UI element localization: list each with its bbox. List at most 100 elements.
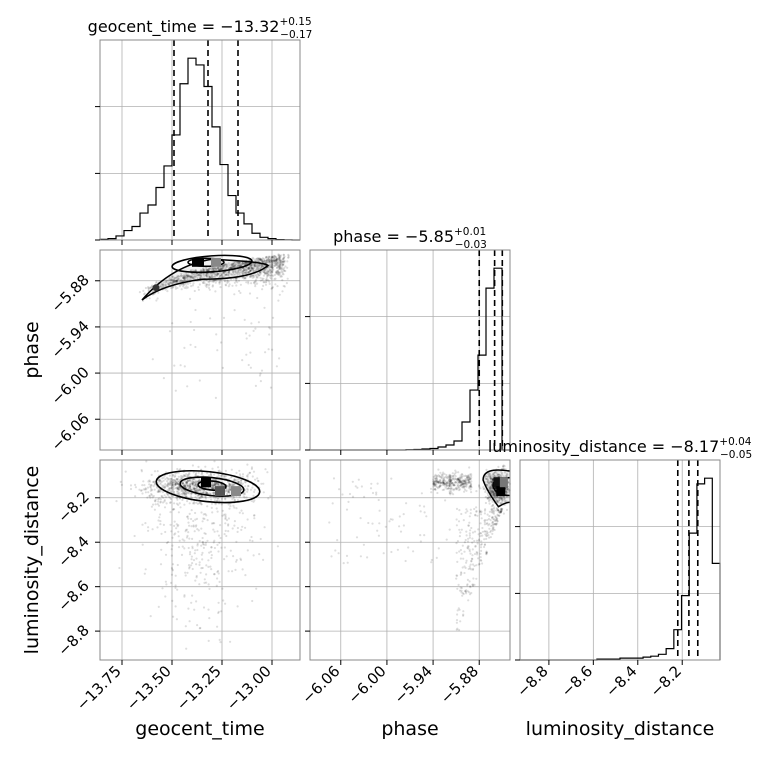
sample-point: [434, 485, 437, 488]
sample-point: [177, 478, 180, 481]
sample-point: [456, 609, 459, 612]
sample-point: [499, 511, 502, 514]
sample-point: [231, 527, 234, 530]
sample-point: [241, 473, 245, 476]
sample-point: [193, 484, 196, 487]
sample-point: [187, 274, 190, 278]
sample-point: [157, 478, 160, 481]
sample-point: [183, 485, 187, 488]
sample-point: [168, 483, 171, 486]
sample-point: [378, 509, 381, 512]
sample-point: [490, 492, 493, 495]
sample-point: [491, 504, 494, 507]
sample-point: [192, 519, 195, 523]
sample-point: [489, 475, 492, 478]
sample-point: [432, 475, 435, 479]
sample-point: [491, 526, 494, 529]
sample-point: [359, 555, 362, 558]
sample-point: [464, 511, 467, 514]
x-tick-label-geocent_time: −13.75: [73, 662, 125, 714]
sample-point: [490, 487, 493, 490]
sample-point: [183, 474, 186, 477]
sample-point: [191, 464, 194, 467]
sample-point: [258, 374, 262, 377]
sample-point: [279, 261, 282, 264]
sample-point: [465, 489, 468, 492]
sample-point: [455, 551, 458, 554]
sample-point: [362, 543, 365, 546]
sample-point: [452, 493, 455, 496]
sample-point: [170, 490, 173, 493]
sample-point: [232, 270, 235, 273]
sample-point: [275, 261, 278, 264]
density-cell: [211, 257, 221, 267]
sample-point: [150, 488, 153, 491]
sample-point: [444, 482, 447, 485]
sample-point: [483, 523, 486, 526]
sample-point: [249, 269, 252, 273]
sample-point: [492, 494, 496, 497]
sample-point: [265, 280, 268, 283]
sample-point: [273, 262, 276, 265]
sample-point: [223, 263, 226, 266]
sample-point: [456, 540, 459, 543]
sample-point: [458, 550, 461, 553]
sample-point: [226, 263, 229, 266]
sample-point: [207, 474, 211, 477]
sample-point: [268, 274, 272, 277]
sample-point: [159, 481, 162, 484]
sample-point: [485, 532, 488, 535]
sample-point: [211, 487, 214, 490]
sample-point: [263, 260, 266, 263]
sample-point: [275, 257, 279, 260]
sample-point: [460, 572, 463, 575]
sample-point: [282, 256, 285, 259]
sample-point: [437, 480, 440, 483]
sample-point: [432, 481, 435, 484]
sample-point: [256, 296, 259, 300]
sample-point: [507, 481, 510, 484]
sample-point: [265, 260, 268, 263]
sample-point: [244, 480, 247, 483]
sample-point: [445, 485, 448, 488]
density-cell: [152, 284, 160, 292]
sample-point: [438, 486, 441, 489]
sample-point: [486, 472, 489, 475]
sample-point: [201, 543, 204, 546]
sample-point: [162, 523, 165, 527]
sample-point: [264, 270, 267, 273]
sample-point: [484, 495, 487, 499]
sample-point: [197, 488, 200, 491]
sample-point: [200, 527, 203, 530]
sample-point: [475, 509, 478, 513]
sample-point: [276, 262, 279, 265]
sample-point: [347, 500, 350, 503]
sample-point: [185, 484, 188, 487]
sample-point: [149, 286, 152, 289]
sample-point: [183, 346, 186, 349]
sample-point: [283, 267, 286, 270]
sample-point: [449, 476, 453, 479]
sample-point: [216, 267, 219, 271]
sample-point: [432, 480, 435, 483]
sample-point: [265, 274, 269, 277]
sample-point: [269, 272, 272, 275]
sample-point: [261, 258, 264, 261]
sample-point: [260, 259, 264, 262]
sample-point: [498, 511, 501, 514]
sample-point: [499, 510, 502, 514]
sample-point: [434, 481, 437, 484]
sample-point: [485, 550, 488, 553]
sample-point: [226, 281, 229, 284]
sample-point: [268, 255, 272, 258]
sample-point: [465, 561, 468, 564]
sample-point: [263, 259, 266, 262]
sample-point: [363, 495, 366, 498]
sample-point: [158, 479, 161, 482]
sample-point: [217, 273, 220, 276]
sample-point: [150, 484, 153, 487]
sample-point: [448, 478, 452, 481]
sample-point: [258, 260, 261, 263]
sample-point: [196, 276, 199, 279]
sample-point: [241, 270, 244, 273]
